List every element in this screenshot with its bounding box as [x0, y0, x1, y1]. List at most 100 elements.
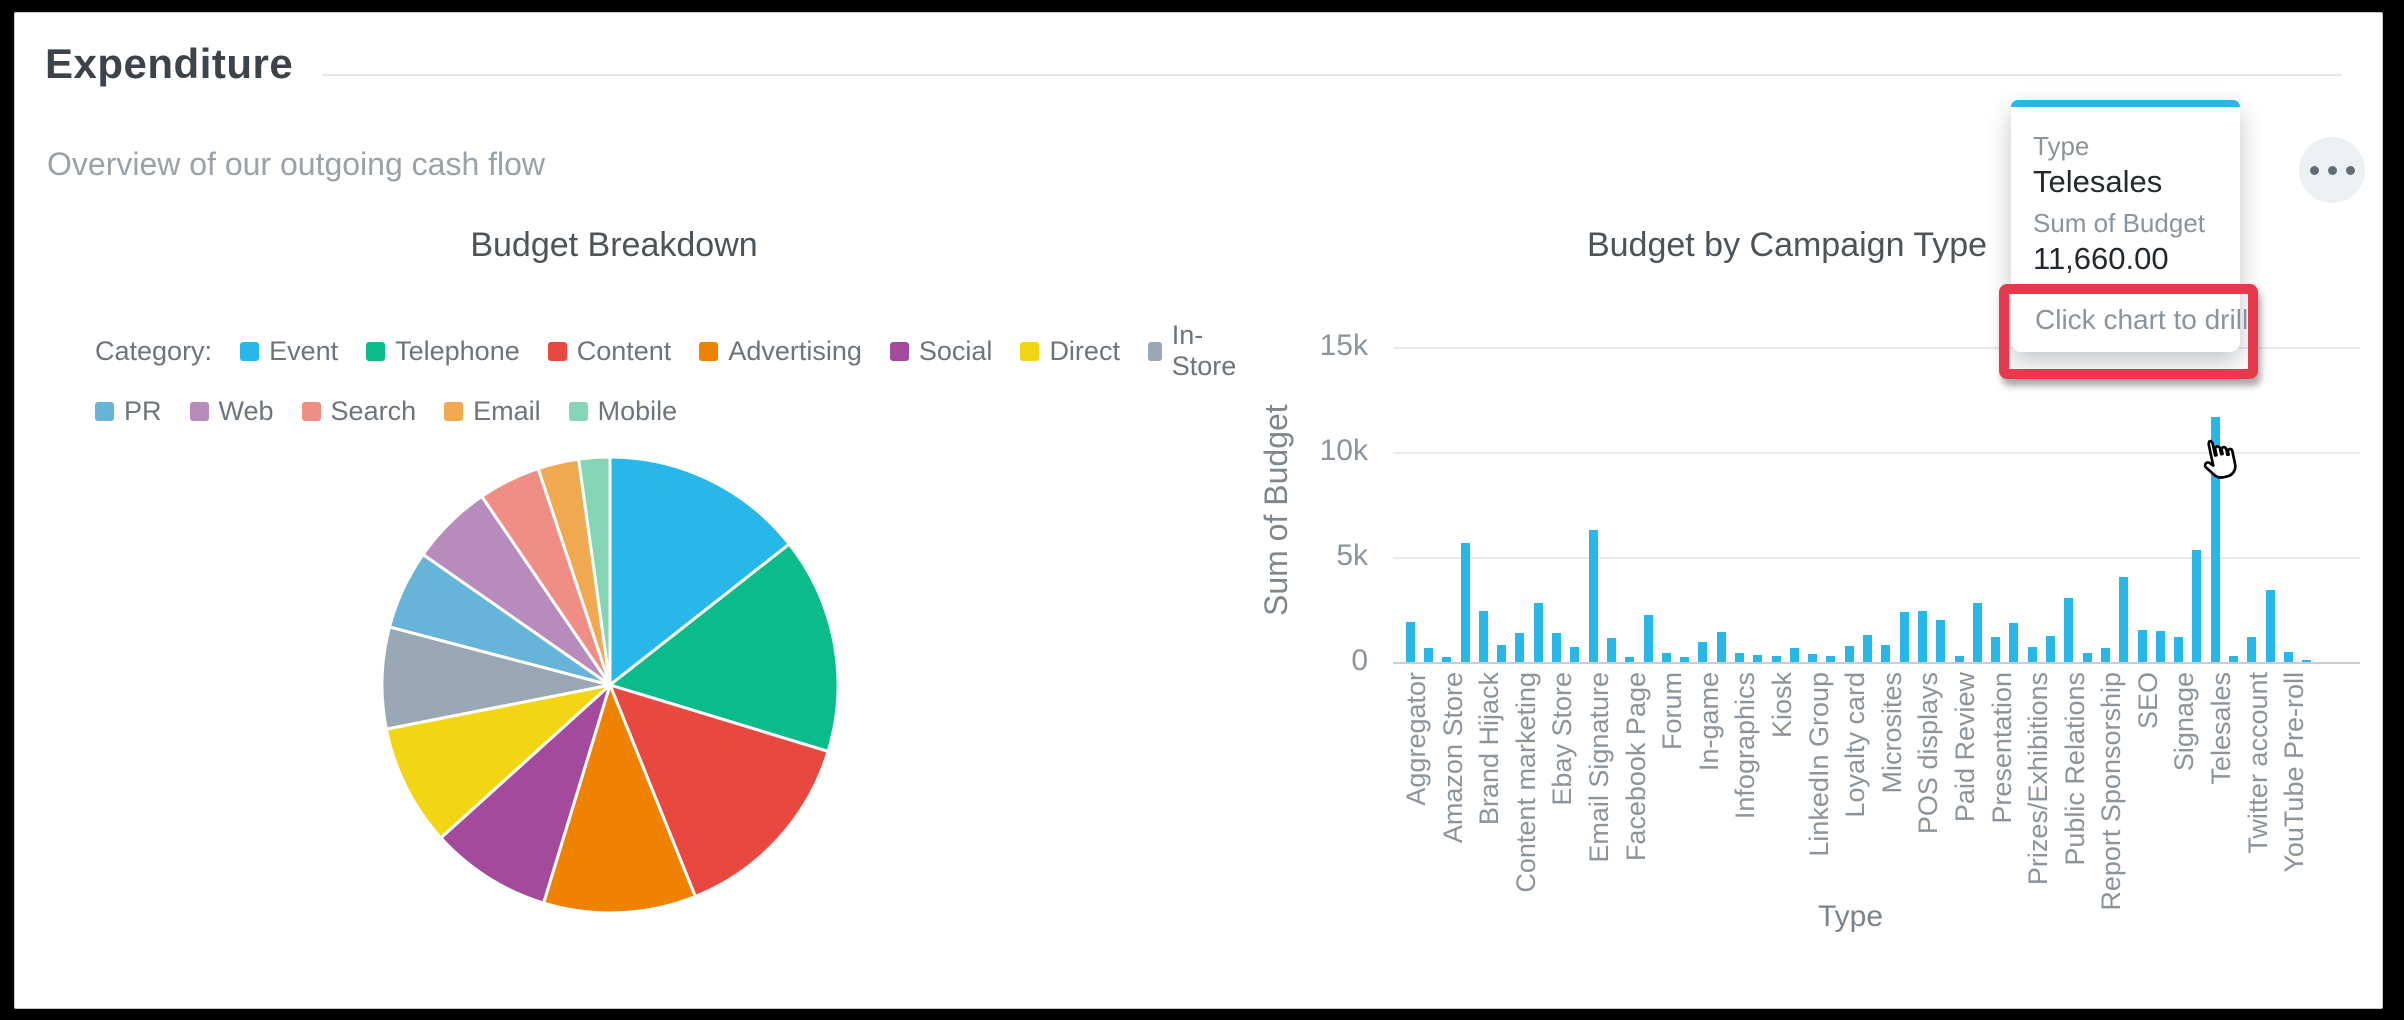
bar[interactable]: [1515, 632, 1525, 662]
more-options-button[interactable]: [2299, 137, 2365, 203]
bar[interactable]: [2137, 629, 2147, 662]
x-axis-title: Type: [1817, 900, 1884, 933]
bar-xlabels: Aggregator Amazon Store Brand Hijack Conten…: [1401, 672, 2316, 917]
legend-item[interactable]: PR: [95, 396, 162, 427]
bar[interactable]: [1826, 655, 1836, 662]
pie-slice-mobile[interactable]: [576, 455, 612, 686]
pie-slice-advertising[interactable]: [541, 680, 698, 915]
x-tick: Aggregator: [1401, 672, 1432, 917]
gridline: [1393, 347, 2360, 349]
bar[interactable]: [2027, 647, 2037, 662]
legend-item[interactable]: Telephone: [366, 336, 520, 367]
bar[interactable]: [2302, 659, 2312, 662]
bar-column: [2261, 347, 2279, 662]
legend-item[interactable]: Advertising: [699, 336, 862, 367]
bar[interactable]: [1954, 655, 1964, 662]
legend-item[interactable]: Content: [547, 336, 671, 367]
bar-column: [2115, 347, 2133, 662]
bar[interactable]: [1789, 648, 1799, 662]
bar[interactable]: [1917, 610, 1927, 662]
chart-tooltip: Type Telesales Sum of Budget 11,660.00 C…: [2011, 100, 2248, 352]
legend-item[interactable]: In-Store: [1147, 320, 1242, 382]
bar[interactable]: [2247, 636, 2257, 662]
bar[interactable]: [1863, 634, 1873, 662]
bar[interactable]: [1625, 656, 1635, 662]
bar-column: [2151, 347, 2169, 662]
drill-hint-annotation-box: [1999, 284, 2258, 379]
bar[interactable]: [2229, 655, 2238, 662]
bar[interactable]: [1643, 614, 1653, 662]
legend-swatch-icon: [366, 341, 386, 361]
pie-slice-event[interactable]: [608, 455, 792, 689]
bar[interactable]: [1972, 603, 1982, 662]
bar[interactable]: [2192, 549, 2202, 662]
bar[interactable]: [1991, 636, 2001, 662]
bar[interactable]: [2009, 623, 2019, 662]
bar[interactable]: [2119, 576, 2129, 662]
bar[interactable]: [1881, 645, 1891, 662]
bar[interactable]: [1533, 603, 1543, 662]
bar[interactable]: [1405, 622, 1415, 662]
x-tick: Twitter account: [2243, 672, 2274, 917]
bar[interactable]: [1423, 648, 1433, 662]
legend-swatch-icon: [95, 402, 114, 421]
legend-item[interactable]: Mobile: [568, 396, 677, 427]
bar-plot[interactable]: [1393, 347, 2360, 664]
dashboard-card: [14, 12, 2383, 1009]
bar[interactable]: [2100, 648, 2110, 662]
pie-slice-social[interactable]: [438, 680, 614, 905]
bar[interactable]: [2283, 651, 2293, 662]
bar[interactable]: [1497, 645, 1507, 662]
bar[interactable]: [2174, 636, 2184, 662]
legend-item[interactable]: Direct: [1020, 336, 1120, 367]
bar[interactable]: [1478, 610, 1488, 662]
pie-slice-content[interactable]: [607, 682, 830, 899]
x-tick: Public Relations: [2060, 672, 2091, 917]
bar[interactable]: [1734, 652, 1744, 662]
pie-slice-telephone[interactable]: [606, 541, 840, 754]
x-tick-label: Signage: [2169, 672, 2200, 772]
bar[interactable]: [1442, 656, 1452, 662]
legend-item[interactable]: Event: [240, 336, 338, 367]
legend-item[interactable]: Web: [189, 396, 274, 427]
bar[interactable]: [1844, 646, 1854, 662]
bar[interactable]: [1460, 543, 1470, 662]
bar[interactable]: [2082, 652, 2092, 662]
bar[interactable]: [1588, 529, 1598, 662]
bar[interactable]: [1680, 656, 1690, 662]
bar[interactable]: [1753, 654, 1763, 662]
bar[interactable]: [1899, 611, 1909, 662]
bar[interactable]: [1552, 632, 1562, 662]
title-divider: [322, 74, 2342, 76]
legend-item[interactable]: Email: [444, 396, 541, 427]
bar-column: [2005, 347, 2023, 662]
x-tick-label: Amazon Store: [1437, 672, 1468, 844]
legend-item[interactable]: Search: [301, 396, 416, 427]
x-tick-label: Email Signature: [1583, 672, 1614, 863]
x-tick-label: Twitter account: [2242, 672, 2273, 854]
x-tick-label: Microsites: [1876, 672, 1907, 794]
x-tick-label: Ebay Store: [1547, 672, 1578, 806]
legend-item-label: In-Store: [1171, 320, 1237, 381]
legend-item[interactable]: Social: [889, 336, 992, 367]
bar-column: [1456, 347, 1474, 662]
legend-swatch-icon: [568, 402, 588, 421]
bar[interactable]: [2265, 589, 2275, 662]
pie-chart-area: [378, 453, 842, 917]
bar[interactable]: [1716, 631, 1726, 662]
bar[interactable]: [2046, 635, 2056, 662]
bar[interactable]: [1808, 653, 1818, 662]
bar[interactable]: [1661, 652, 1671, 662]
bar[interactable]: [1771, 655, 1781, 662]
bar-column: [1639, 347, 1657, 662]
bar[interactable]: [2064, 598, 2074, 662]
bar[interactable]: [2155, 630, 2165, 662]
bar[interactable]: [1698, 642, 1708, 662]
bar[interactable]: [2210, 417, 2220, 662]
bar[interactable]: [1606, 637, 1616, 662]
pie-slice-in-store[interactable]: [380, 625, 611, 731]
bar[interactable]: [1570, 647, 1580, 662]
x-tick: Brand Hijack: [1474, 672, 1505, 917]
pie-slice-direct[interactable]: [384, 682, 616, 841]
bar[interactable]: [1936, 620, 1946, 662]
